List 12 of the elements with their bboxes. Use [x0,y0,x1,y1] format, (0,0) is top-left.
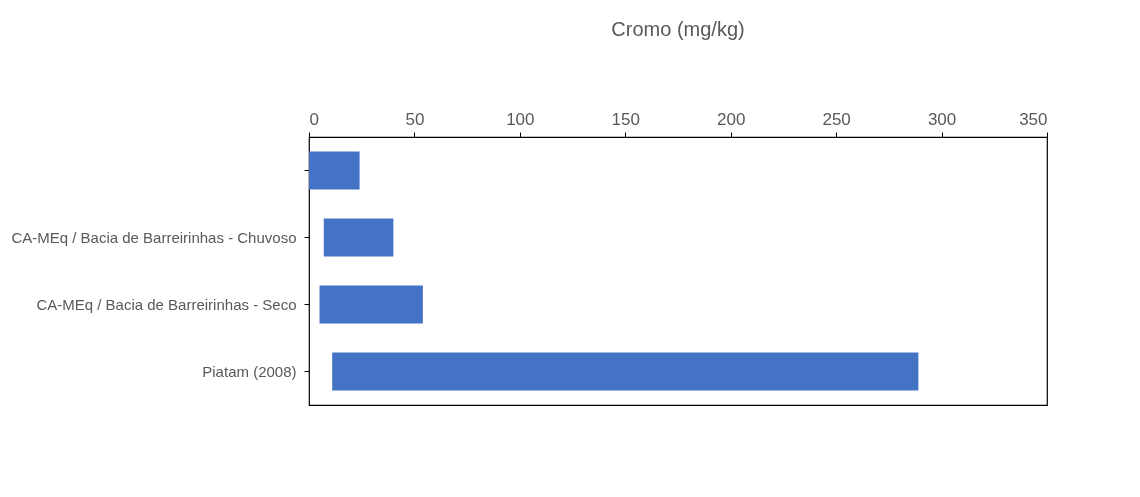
x-tick-label: 250 [822,109,851,129]
y-tick-label: CA-MEq / Bacia de Barreirinhas - Chuvoso [11,228,297,246]
x-tick-label: 150 [611,109,640,129]
y-tick-label: Piatam (2008) [202,362,297,380]
y-tick-label: CA-MEq / Bacia de Barreirinhas - Seco [36,295,297,313]
chart-title: Cromo (mg/kg) [611,18,745,40]
x-tick-label: 100 [506,109,535,129]
x-tick-label: 350 [1019,109,1048,129]
x-tick-label: 200 [717,109,746,129]
x-tick-label: 300 [927,109,957,129]
x-tick-label: 50 [405,109,425,129]
x-tick-label: 0 [309,109,319,129]
